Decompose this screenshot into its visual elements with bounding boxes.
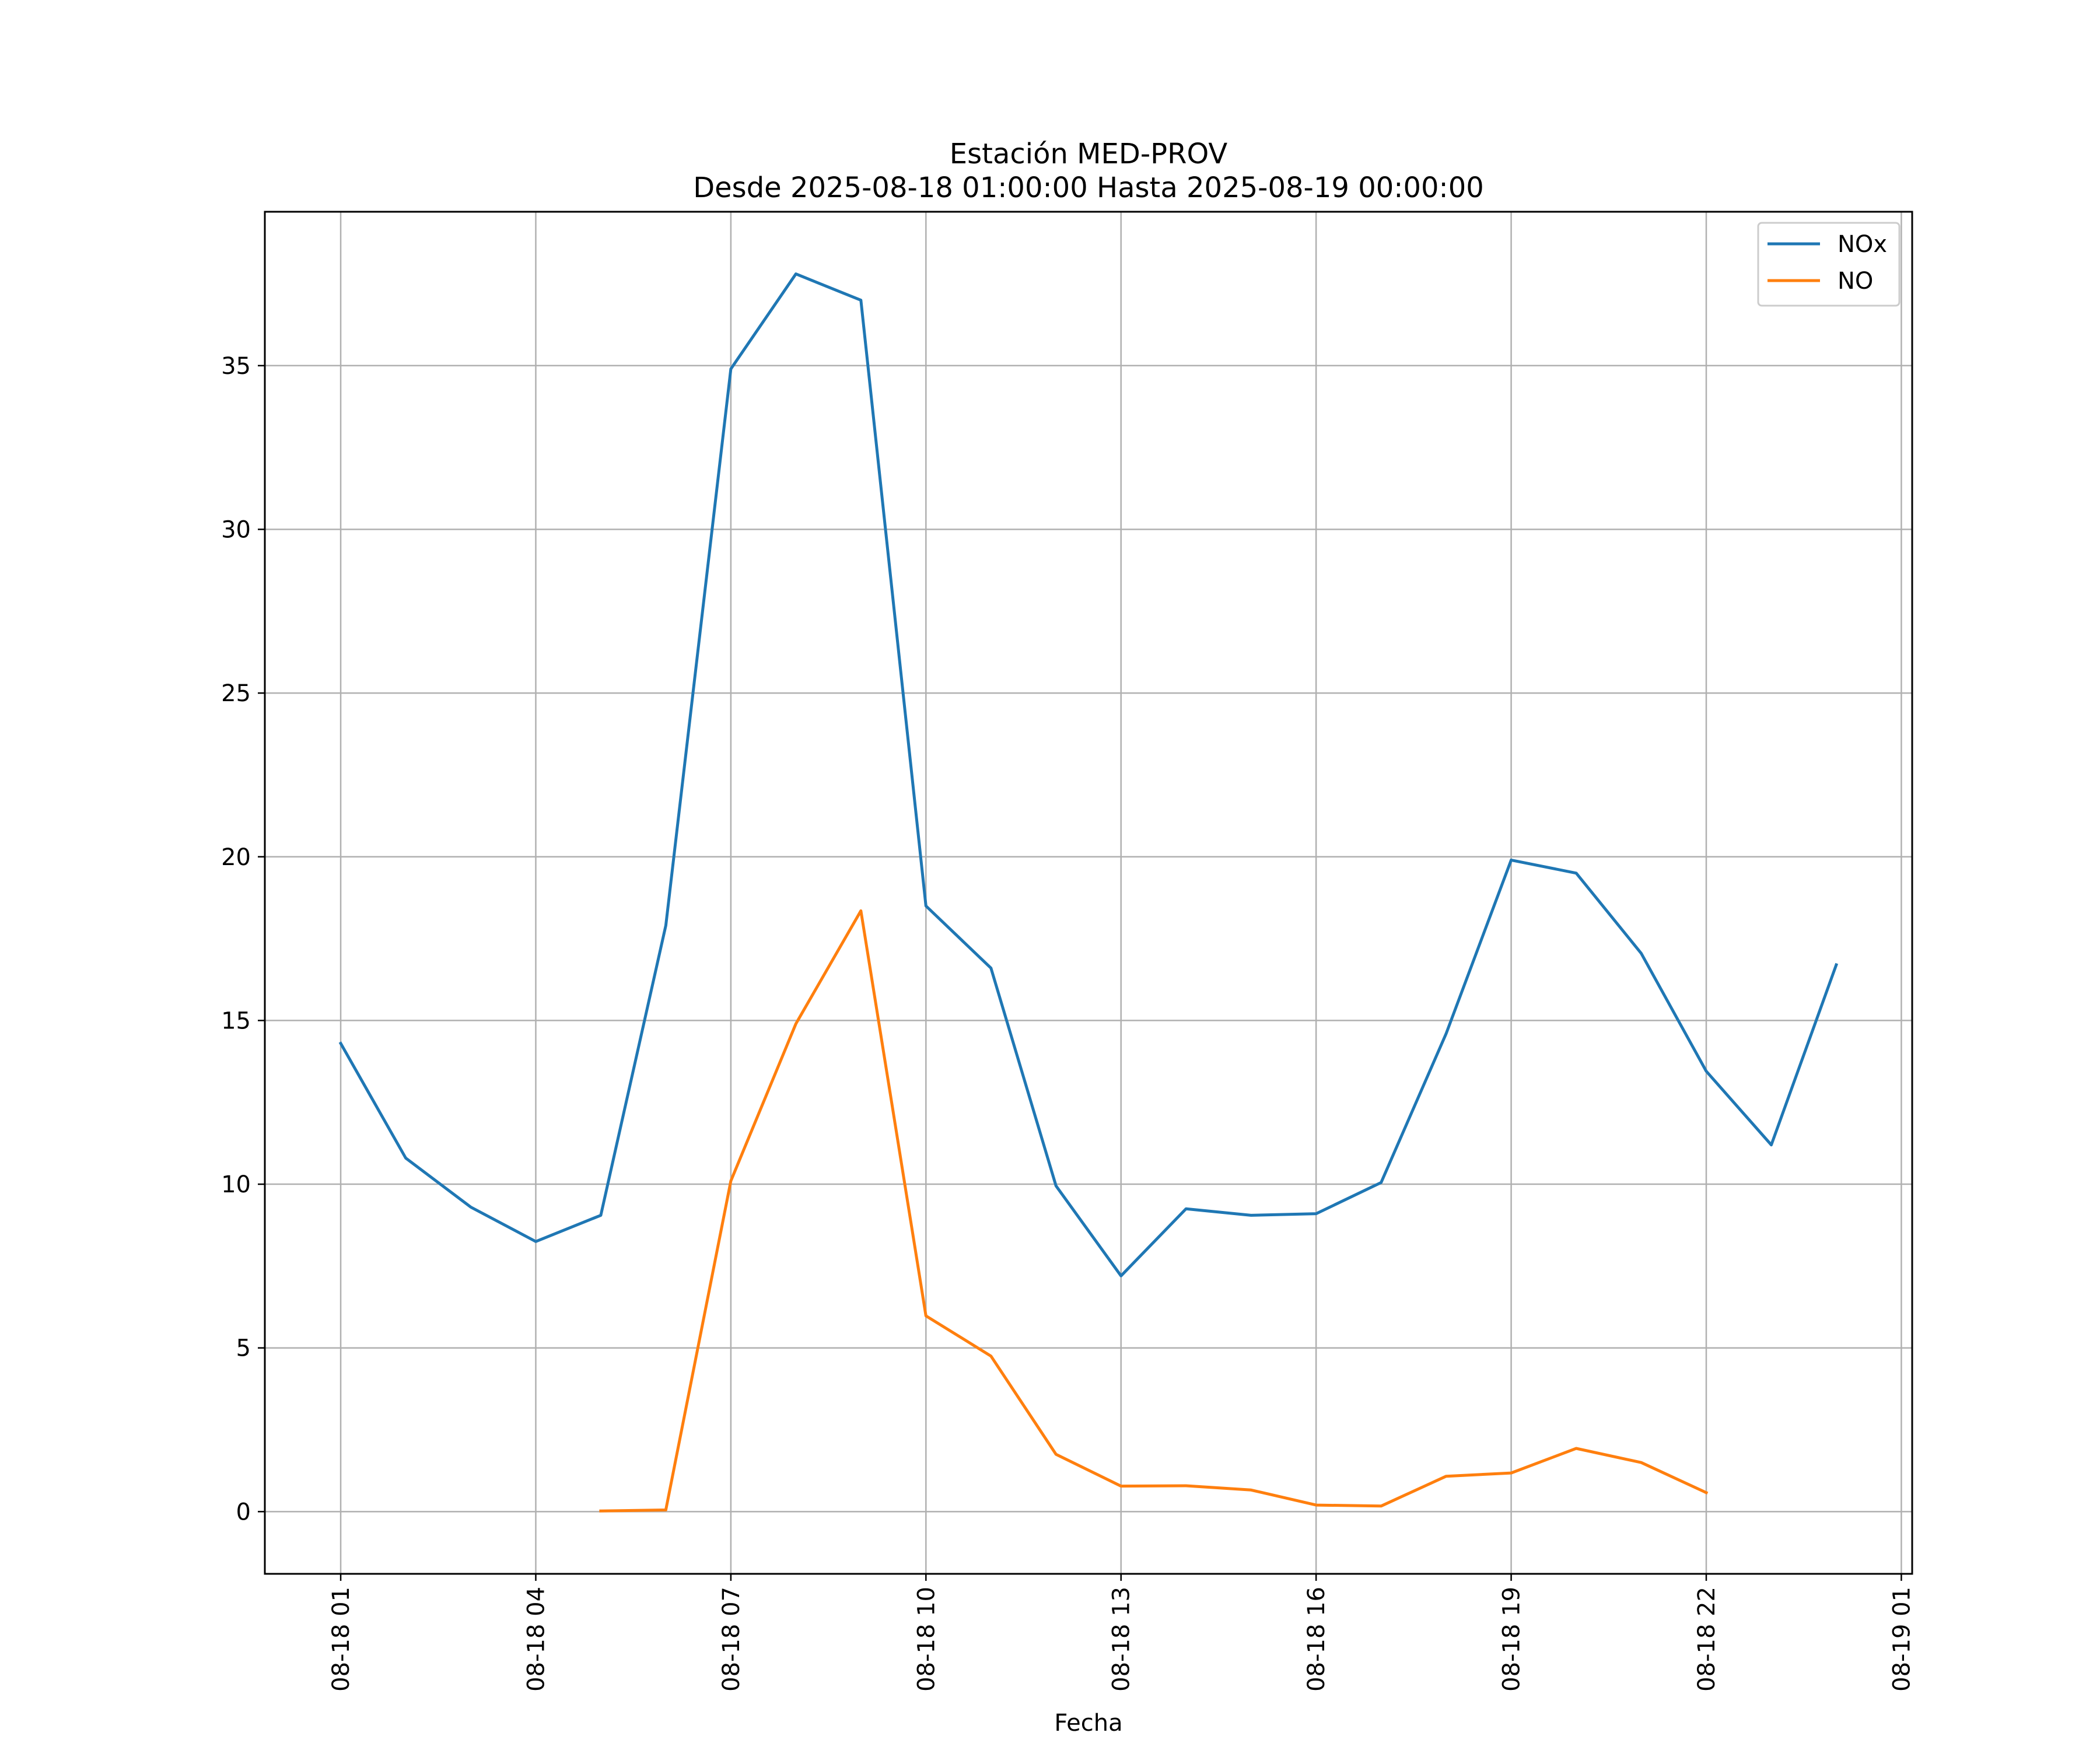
x-tick-label: 08-19 01	[1888, 1587, 1915, 1692]
plot-area-frame	[264, 211, 1913, 1575]
x-tick-label: 08-18 16	[1303, 1587, 1330, 1692]
y-tick-label: 20	[221, 844, 251, 871]
series-line-no	[599, 909, 1709, 1513]
legend-label-nox: NOx	[1838, 231, 1887, 258]
x-tick-label: 08-18 04	[523, 1587, 550, 1692]
x-axis-label: Fecha	[1054, 1710, 1122, 1737]
chart-title: Estación MED-PROV	[950, 138, 1228, 170]
y-tick-label: 0	[236, 1499, 251, 1525]
x-tick-label: 08-18 13	[1108, 1587, 1135, 1692]
series-line-nox	[338, 272, 1839, 1278]
chart-subtitle: Desde 2025-08-18 01:00:00 Hasta 2025-08-…	[693, 172, 1484, 204]
x-tick-label: 08-18 07	[718, 1587, 745, 1692]
x-axis-ticks: 08-18 01 08-18 04 08-18 07 08-18 10 08-18 13…	[328, 1574, 1915, 1692]
y-axis-ticks: 0 5 10 15 20 25 30 35	[221, 353, 265, 1525]
grid-layer	[265, 212, 1912, 1574]
y-tick-label: 35	[221, 353, 251, 380]
y-tick-label: 10	[221, 1171, 251, 1198]
y-tick-label: 25	[221, 680, 251, 707]
x-tick-label: 08-18 10	[913, 1587, 940, 1692]
legend-label-no: NO	[1838, 268, 1873, 295]
y-tick-label: 15	[221, 1007, 251, 1034]
y-tick-label: 5	[236, 1335, 251, 1362]
legend: NOx NO	[1757, 222, 1901, 307]
x-tick-label: 08-18 22	[1693, 1587, 1720, 1692]
series-layer	[338, 272, 1839, 1513]
x-tick-label: 08-18 01	[328, 1587, 355, 1692]
y-tick-label: 30	[221, 516, 251, 543]
x-tick-label: 08-18 19	[1499, 1587, 1525, 1692]
plot-area-background	[265, 212, 1912, 1574]
